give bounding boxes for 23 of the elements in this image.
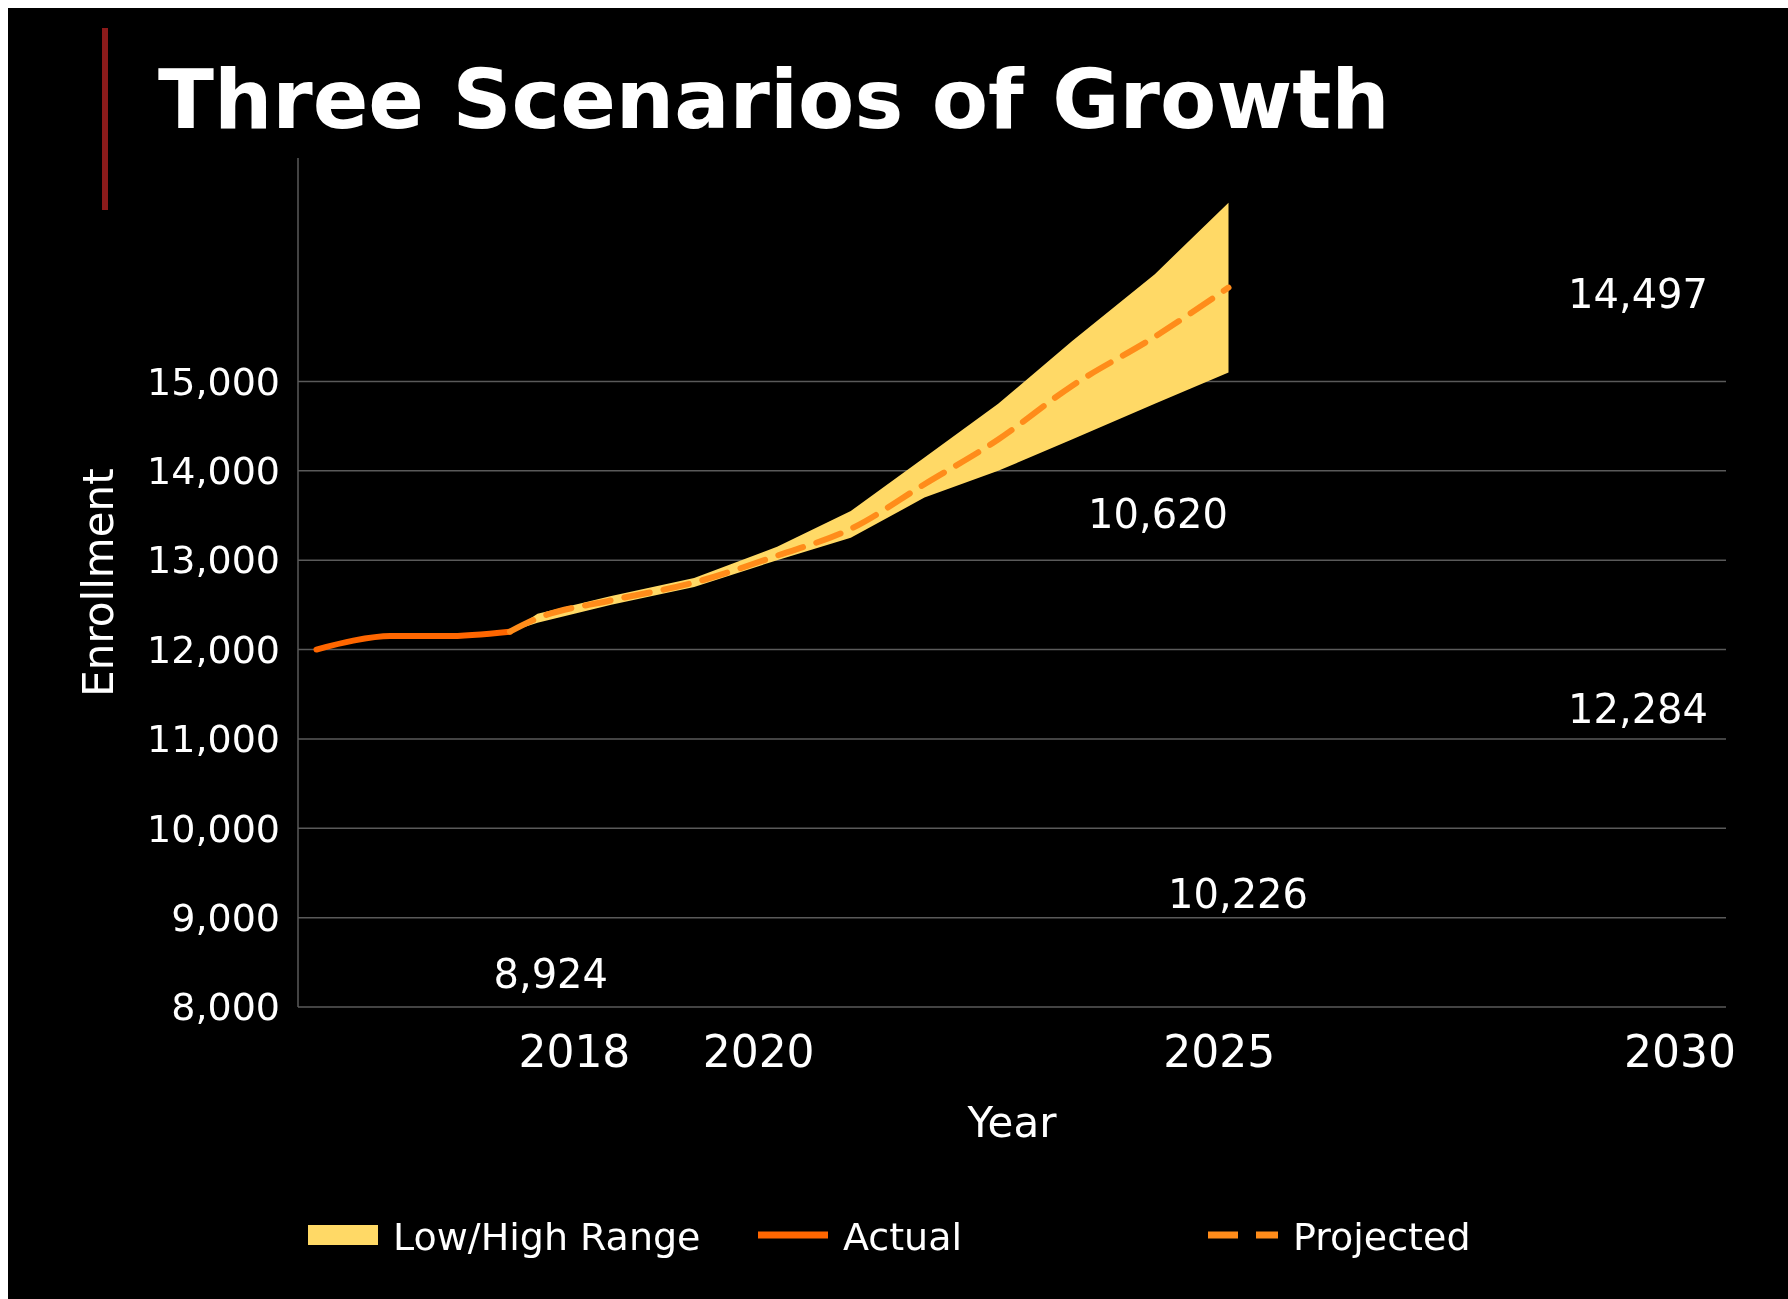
y-tick-label: 9,000 bbox=[171, 895, 280, 940]
annotation: 14,497 bbox=[1568, 271, 1708, 317]
x-tick-label: 2018 bbox=[518, 1026, 631, 1077]
x-tick-label: 2020 bbox=[702, 1026, 815, 1077]
y-tick-label: 14,000 bbox=[147, 449, 280, 494]
annotation: 10,226 bbox=[1168, 871, 1308, 917]
y-tick-label: 13,000 bbox=[147, 538, 280, 583]
y-tick-label: 15,000 bbox=[147, 359, 280, 404]
y-tick-label: 12,000 bbox=[147, 627, 280, 672]
legend-label: Actual bbox=[843, 1215, 963, 1260]
y-tick-label: 8,000 bbox=[171, 985, 280, 1030]
x-tick-label: 2025 bbox=[1163, 1026, 1276, 1077]
annotation: 10,620 bbox=[1088, 491, 1228, 537]
y-axis-title: Enrollment bbox=[74, 468, 123, 697]
x-axis-title: Year bbox=[966, 1098, 1058, 1147]
chart-title: Three Scenarios of Growth bbox=[158, 52, 1390, 147]
annotation: 12,284 bbox=[1568, 686, 1708, 732]
x-tick-label: 2030 bbox=[1623, 1026, 1736, 1077]
legend-label: Projected bbox=[1293, 1215, 1471, 1260]
y-tick-label: 10,000 bbox=[147, 806, 280, 851]
legend-label: Low/High Range bbox=[393, 1215, 701, 1260]
y-tick-label: 11,000 bbox=[147, 717, 280, 762]
annotation: 8,924 bbox=[493, 951, 608, 997]
